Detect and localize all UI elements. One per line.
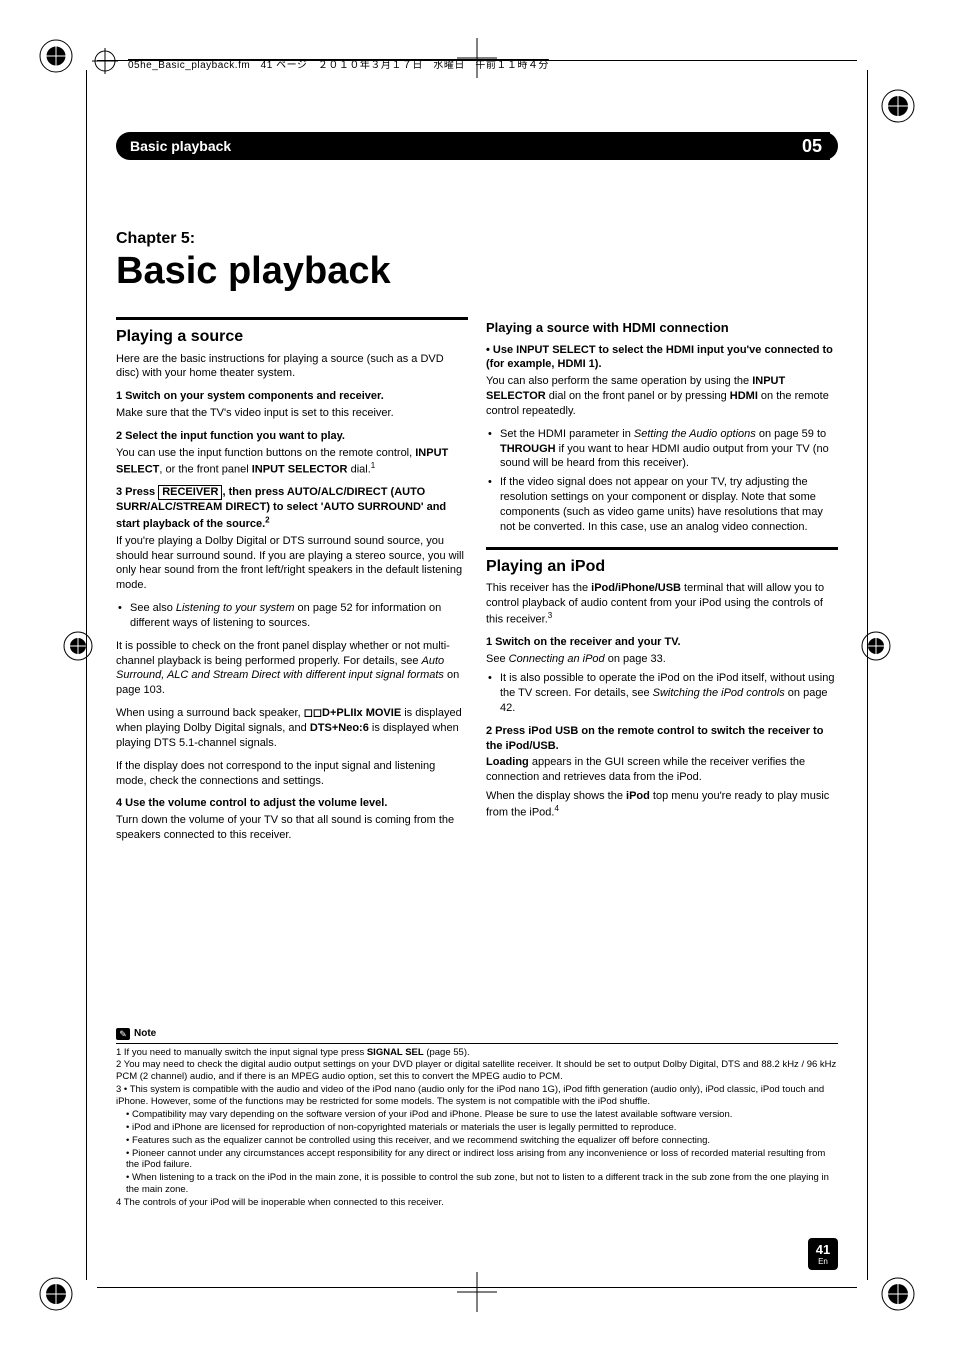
section-rule [116,317,468,320]
footnote-3d: • Features such as the equalizer cannot … [116,1135,838,1147]
heading-playing-source: Playing a source [116,326,468,348]
display-paragraph: If the display does not correspond to th… [116,759,468,789]
page-lang: En [818,1258,828,1266]
footnote-3e: • Pioneer cannot under any circumstances… [116,1148,838,1172]
ipod-step-2: 2 Press iPod USB on the remote control t… [486,724,838,754]
hdmi-body: You can also perform the same operation … [486,374,838,419]
ipod-step-2-body2: When the display shows the iPod top menu… [486,789,838,820]
footnote-3c: • iPod and iPhone are licensed for repro… [116,1122,838,1134]
page-number: 41 [816,1243,830,1256]
step-3-list: See also Listening to your system on pag… [116,601,468,631]
step-4-body: Turn down the volume of your TV so that … [116,813,468,843]
footnote-3: 3 • This system is compatible with the a… [116,1084,838,1108]
list-item: See also Listening to your system on pag… [130,601,468,631]
section-tab-title: Basic playback [130,138,231,154]
footnote-2: 2 You may need to check the digital audi… [116,1059,838,1083]
chapter-title: Basic playback [116,250,838,293]
step-2: 2 Select the input function you want to … [116,429,468,444]
ipod-intro: This receiver has the iPod/iPhone/USB te… [486,581,838,627]
section-rule [486,547,838,550]
receiver-button-label: RECEIVER [158,485,222,500]
crop-mark [97,1287,857,1288]
step-3: 3 Press RECEIVER, then press AUTO/ALC/DI… [116,485,468,532]
step-2-body: You can use the input function buttons o… [116,446,468,477]
step-3-body: If you're playing a Dolby Digital or DTS… [116,534,468,593]
registration-mark-icon [880,1276,916,1312]
check-paragraph: It is possible to check on the front pan… [116,639,468,698]
note-icon: ✎ [116,1028,130,1040]
chapter-label: Chapter 5: [116,230,838,248]
footnote-3f: • When listening to a track on the iPod … [116,1172,838,1196]
ipod-step-1-list: It is also possible to operate the iPod … [486,671,838,716]
list-item: Set the HDMI parameter in Setting the Au… [500,427,838,472]
section-tab: Basic playback 05 [116,132,838,160]
list-item: It is also possible to operate the iPod … [500,671,838,716]
step-4: 4 Use the volume control to adjust the v… [116,796,468,811]
page-content: Chapter 5: Basic playback Playing a sour… [116,230,838,851]
list-item: If the video signal does not appear on y… [500,475,838,534]
crop-mark [86,70,87,1280]
crosshair-icon [457,1272,497,1312]
section-tab-number: 05 [794,132,830,160]
registration-mark-icon [60,628,96,664]
ipod-step-2-body: Loading appears in the GUI screen while … [486,755,838,785]
step-1-body: Make sure that the TV's video input is s… [116,406,468,421]
step-1: 1 Switch on your system components and r… [116,389,468,404]
right-column: Playing a source with HDMI connection • … [486,317,838,851]
intro-text: Here are the basic instructions for play… [116,352,468,382]
registration-mark-icon [880,88,916,124]
heading-hdmi: Playing a source with HDMI connection [486,319,838,337]
ipod-step-1: 1 Switch on the receiver and your TV. [486,635,838,650]
heading-playing-ipod: Playing an iPod [486,556,838,578]
note-label: Note [134,1028,156,1041]
footnote-4: 4 The controls of your iPod will be inop… [116,1197,838,1209]
footnote-block: ✎ Note 1 If you need to manually switch … [116,1028,838,1210]
registration-mark-icon [858,628,894,664]
ipod-step-1-body: See Connecting an iPod on page 33. [486,652,838,667]
note-header: ✎ Note [116,1028,838,1044]
file-meta-header: 05he_Basic_playback.fm 41 ページ ２０１０年３月１７日… [128,56,549,71]
footnote-1: 1 If you need to manually switch the inp… [116,1047,838,1059]
registration-mark-icon [38,38,74,74]
surround-paragraph: When using a surround back speaker, ◻◻D+… [116,706,468,751]
hdmi-bullet: • Use INPUT SELECT to select the HDMI in… [486,343,838,373]
hdmi-list: Set the HDMI parameter in Setting the Au… [486,427,838,535]
footnote-3b: • Compatibility may vary depending on th… [116,1109,838,1121]
page-number-badge: 41 En [808,1238,838,1270]
left-column: Playing a source Here are the basic inst… [116,317,468,851]
registration-mark-icon [38,1276,74,1312]
cross-icon [90,46,120,76]
crop-mark [867,70,868,1280]
